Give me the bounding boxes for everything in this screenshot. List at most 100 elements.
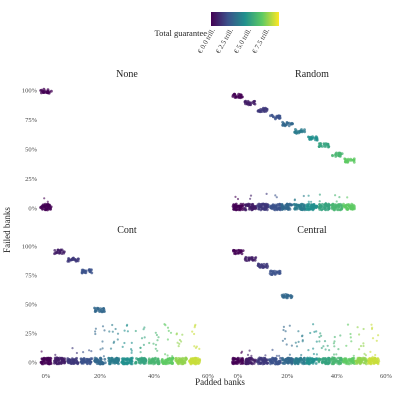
data-point bbox=[272, 271, 276, 275]
data-point bbox=[171, 362, 174, 365]
data-point bbox=[350, 340, 353, 343]
data-point bbox=[180, 360, 183, 363]
data-point bbox=[376, 357, 380, 360]
data-point bbox=[116, 332, 120, 335]
point-cluster bbox=[107, 323, 121, 366]
data-point bbox=[320, 346, 323, 350]
data-point bbox=[191, 361, 195, 364]
data-point bbox=[323, 340, 327, 343]
point-cluster bbox=[39, 350, 53, 366]
data-point bbox=[142, 362, 146, 365]
data-point bbox=[306, 356, 309, 360]
data-point bbox=[326, 142, 330, 146]
data-point bbox=[296, 360, 300, 364]
data-point bbox=[60, 356, 64, 360]
data-point bbox=[232, 248, 235, 252]
data-point bbox=[326, 208, 330, 212]
data-point bbox=[264, 354, 267, 357]
data-point bbox=[337, 154, 340, 158]
data-point bbox=[295, 207, 299, 211]
data-point bbox=[259, 204, 263, 208]
data-point bbox=[244, 100, 247, 104]
data-point bbox=[277, 362, 281, 365]
data-point bbox=[314, 362, 318, 365]
data-point bbox=[237, 248, 241, 252]
data-point bbox=[331, 207, 334, 211]
data-point bbox=[154, 358, 158, 362]
data-point bbox=[69, 361, 73, 365]
point-cluster bbox=[231, 248, 245, 366]
data-point bbox=[318, 335, 321, 339]
data-point bbox=[152, 342, 155, 345]
data-point bbox=[239, 205, 243, 209]
data-point bbox=[273, 362, 277, 366]
data-point bbox=[194, 323, 197, 326]
point-cluster bbox=[280, 120, 294, 212]
data-point bbox=[318, 208, 322, 211]
data-point bbox=[247, 257, 251, 261]
data-point bbox=[111, 323, 114, 327]
data-point bbox=[263, 110, 266, 113]
data-point bbox=[161, 361, 165, 365]
facet-panel-cont: Cont 0% 25% 50% 75% 100% 0% 20% 40% 60% bbox=[22, 225, 215, 380]
data-point bbox=[154, 356, 157, 360]
data-point bbox=[330, 357, 334, 361]
data-point bbox=[174, 359, 178, 362]
data-point bbox=[154, 343, 158, 346]
data-point bbox=[147, 360, 151, 364]
data-point bbox=[264, 207, 268, 211]
data-point bbox=[94, 330, 97, 333]
data-point bbox=[250, 354, 253, 357]
data-point bbox=[143, 336, 146, 339]
data-point bbox=[301, 340, 304, 343]
data-point bbox=[340, 356, 343, 359]
data-point bbox=[312, 347, 315, 350]
data-point bbox=[352, 354, 355, 357]
data-point bbox=[250, 203, 254, 206]
data-point bbox=[265, 192, 268, 195]
data-point bbox=[39, 206, 43, 210]
data-point bbox=[113, 340, 116, 343]
data-point bbox=[305, 203, 309, 207]
data-point bbox=[277, 206, 280, 209]
data-point bbox=[297, 131, 301, 135]
data-point bbox=[328, 349, 331, 352]
data-point bbox=[234, 249, 238, 253]
data-point bbox=[55, 356, 58, 359]
data-point bbox=[307, 135, 310, 139]
data-point bbox=[191, 330, 194, 333]
data-point bbox=[253, 258, 257, 262]
data-point bbox=[46, 200, 49, 203]
data-point bbox=[259, 208, 263, 212]
data-point bbox=[282, 328, 285, 332]
data-point bbox=[332, 353, 336, 356]
data-point bbox=[98, 362, 101, 366]
data-point bbox=[319, 142, 322, 145]
data-point bbox=[364, 354, 367, 357]
data-point bbox=[346, 196, 349, 199]
data-point bbox=[233, 361, 237, 365]
data-point bbox=[331, 154, 334, 158]
data-point bbox=[289, 204, 292, 207]
data-point bbox=[284, 330, 287, 333]
data-point bbox=[94, 309, 98, 312]
data-point bbox=[114, 327, 117, 331]
data-point bbox=[88, 268, 92, 271]
data-point bbox=[338, 196, 341, 199]
facet-panel-central: Central 0% 20% 40% 60% bbox=[231, 225, 393, 380]
data-point bbox=[306, 359, 309, 362]
facet-title: Central bbox=[297, 225, 327, 236]
data-point bbox=[347, 358, 350, 361]
data-point bbox=[288, 353, 291, 356]
data-point bbox=[349, 332, 352, 336]
data-point bbox=[278, 269, 281, 273]
data-point bbox=[299, 206, 303, 209]
point-cluster bbox=[255, 262, 270, 366]
data-point bbox=[233, 92, 237, 96]
data-point bbox=[268, 360, 272, 363]
x-tick-label: 0% bbox=[42, 373, 51, 380]
data-point bbox=[231, 205, 235, 208]
data-point bbox=[375, 339, 378, 342]
data-point bbox=[333, 340, 336, 343]
data-point bbox=[53, 249, 57, 252]
